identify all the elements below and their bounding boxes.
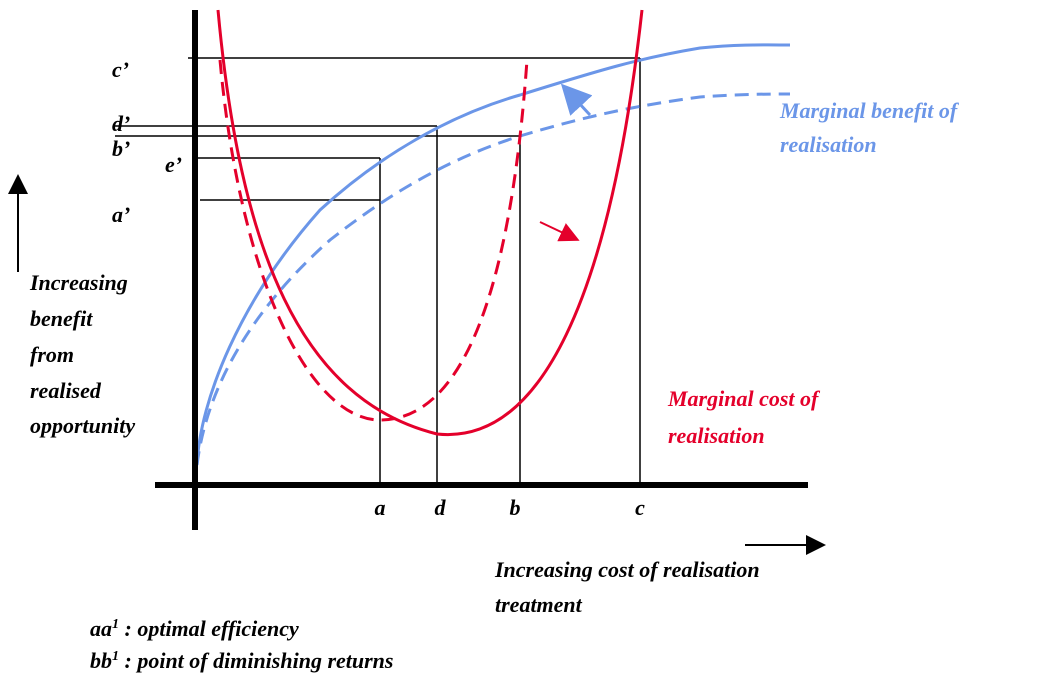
cost-curve-dashed: [218, 59, 529, 422]
benefit-curve-dashed: [195, 92, 791, 466]
curve-label: realisation: [780, 132, 877, 157]
note: aa1 : optimal efficiency: [90, 616, 299, 641]
level-label: a: [375, 495, 386, 520]
y-title: from: [30, 342, 74, 367]
y-title: realised: [30, 378, 102, 403]
note: bb1 : point of diminishing returns: [90, 648, 393, 673]
benefit-curve: [195, 43, 791, 466]
level-label: b: [510, 495, 521, 520]
level-label: d’: [112, 111, 130, 136]
curve-label: Marginal cost of: [667, 386, 821, 411]
level-label: c’: [112, 57, 129, 82]
level-label: b’: [112, 136, 130, 161]
curve-label: realisation: [668, 423, 765, 448]
x-title: Increasing cost of realisation: [494, 557, 760, 582]
guide-lines: [115, 57, 641, 485]
x-title: treatment: [495, 592, 583, 617]
shift-arrow: [539, 221, 580, 242]
cost-curve: [216, 9, 644, 437]
y-title: benefit: [30, 306, 93, 331]
level-label: e’: [165, 152, 182, 177]
y-title: Increasing: [29, 270, 128, 295]
level-label: d: [435, 495, 447, 520]
level-label: c: [635, 495, 645, 520]
curve-label: Marginal benefit of: [779, 98, 960, 123]
y-title: opportunity: [30, 413, 135, 438]
shift-arrow: [560, 83, 593, 117]
level-label: a’: [112, 202, 130, 227]
